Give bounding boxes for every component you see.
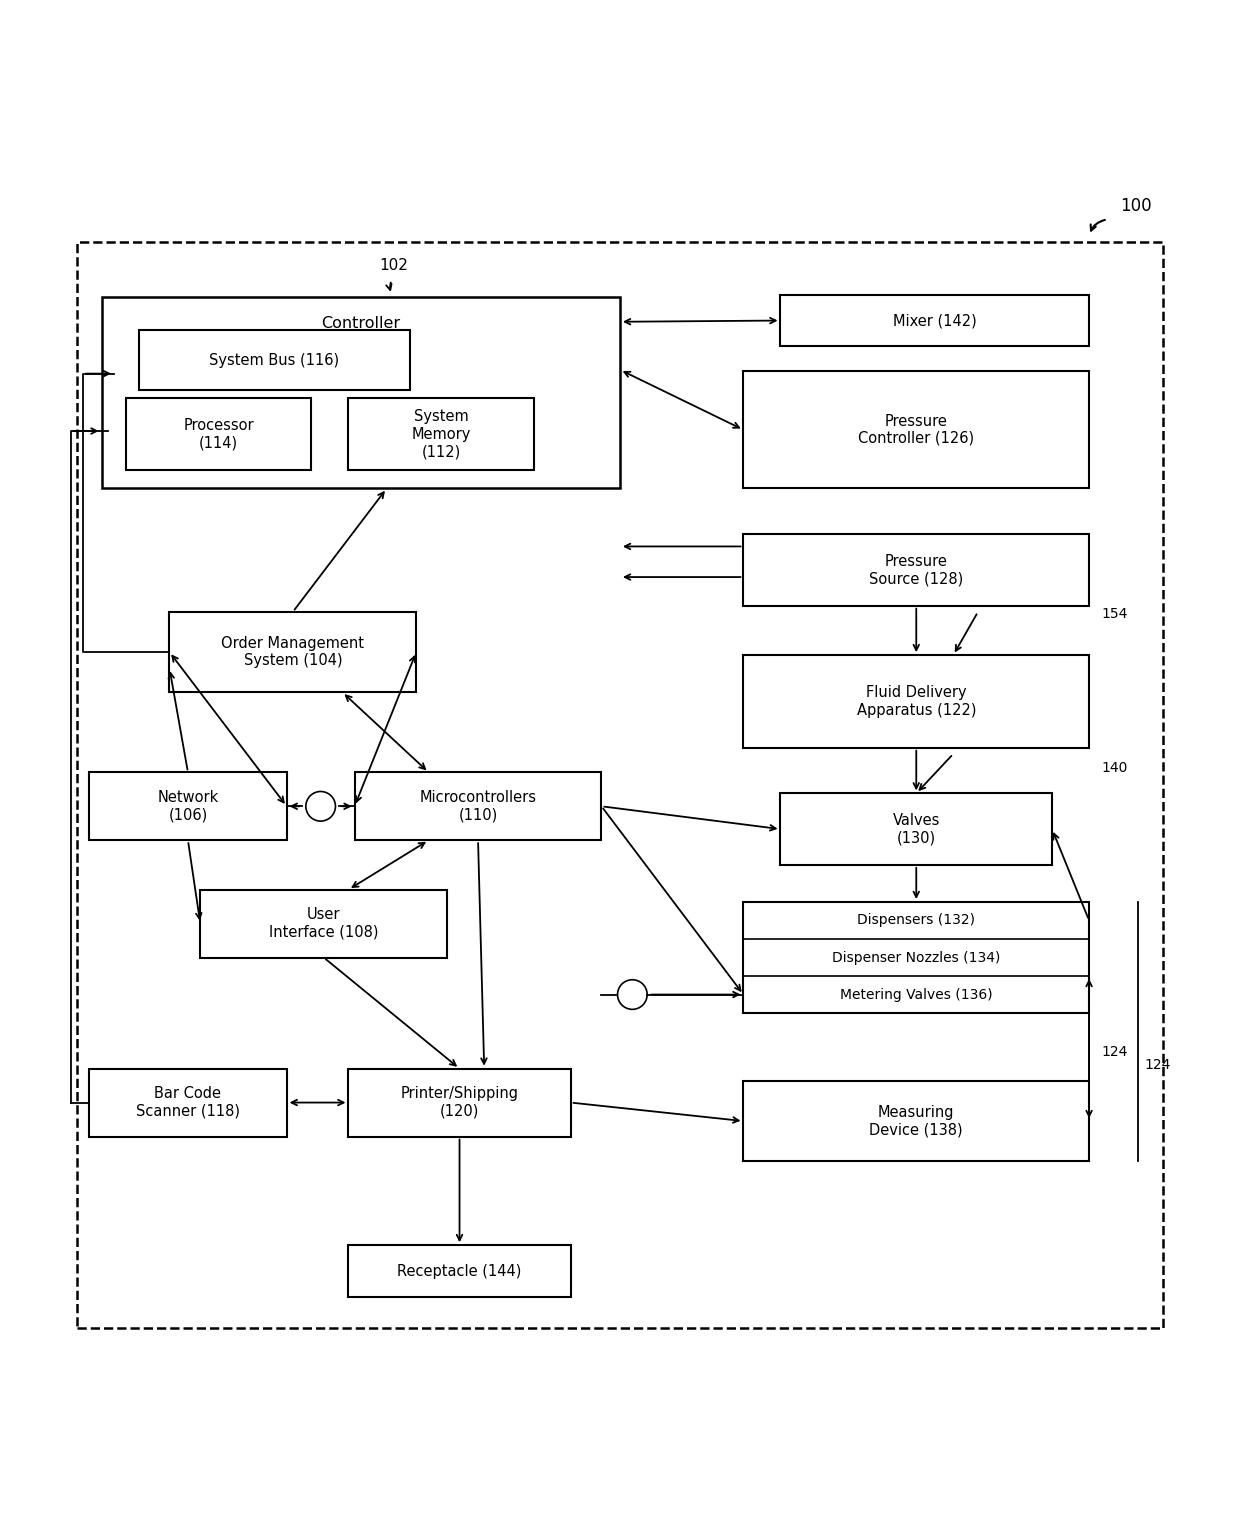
FancyBboxPatch shape [355,772,601,841]
Text: Mixer (142): Mixer (142) [893,313,977,328]
FancyBboxPatch shape [348,1069,570,1137]
Text: Valves
(130): Valves (130) [893,813,940,845]
FancyBboxPatch shape [201,889,448,958]
Text: 100: 100 [1120,196,1152,214]
FancyBboxPatch shape [348,1245,570,1297]
Text: Bar Code
Scanner (118): Bar Code Scanner (118) [136,1087,241,1119]
Text: Receptacle (144): Receptacle (144) [397,1263,522,1278]
FancyBboxPatch shape [89,772,286,841]
Text: User
Interface (108): User Interface (108) [269,907,378,939]
FancyBboxPatch shape [89,1069,286,1137]
Text: 124: 124 [1145,1058,1171,1072]
FancyBboxPatch shape [744,655,1089,748]
Text: 102: 102 [379,258,408,274]
FancyBboxPatch shape [744,901,1089,1012]
Text: Measuring
Device (138): Measuring Device (138) [869,1105,963,1137]
FancyBboxPatch shape [780,295,1089,347]
Text: Printer/Shipping
(120): Printer/Shipping (120) [401,1087,518,1119]
Circle shape [618,980,647,1009]
Text: System Bus (116): System Bus (116) [210,353,340,368]
Text: Pressure
Source (128): Pressure Source (128) [869,553,963,587]
FancyBboxPatch shape [348,398,533,470]
Text: System
Memory
(112): System Memory (112) [412,409,471,459]
Text: 124: 124 [1101,1046,1128,1059]
FancyBboxPatch shape [126,398,311,470]
Text: 154: 154 [1101,606,1128,622]
Circle shape [306,792,336,821]
Text: Microcontrollers
(110): Microcontrollers (110) [419,790,537,822]
Text: Network
(106): Network (106) [157,790,218,822]
FancyBboxPatch shape [744,534,1089,605]
FancyBboxPatch shape [170,613,417,692]
FancyBboxPatch shape [744,1081,1089,1161]
Text: Metering Valves (136): Metering Valves (136) [839,988,992,1002]
Text: Fluid Delivery
Apparatus (122): Fluid Delivery Apparatus (122) [857,686,976,717]
Text: 140: 140 [1101,762,1128,775]
FancyBboxPatch shape [102,296,620,488]
Text: Controller: Controller [321,316,401,331]
Text: Dispensers (132): Dispensers (132) [857,914,976,927]
Text: Processor
(114): Processor (114) [184,418,254,450]
Text: Pressure
Controller (126): Pressure Controller (126) [858,413,975,445]
FancyBboxPatch shape [139,330,410,389]
FancyBboxPatch shape [744,371,1089,488]
FancyBboxPatch shape [780,793,1052,865]
Text: Order Management
System (104): Order Management System (104) [222,635,365,669]
Text: Dispenser Nozzles (134): Dispenser Nozzles (134) [832,950,1001,965]
